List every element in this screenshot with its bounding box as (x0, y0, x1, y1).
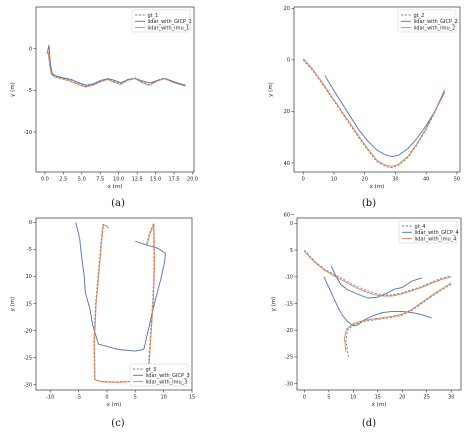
x-tick-label: 10 (160, 395, 166, 401)
caption-c: (c) (111, 418, 125, 429)
legend-label: lidar_with_GICP_1 (148, 19, 192, 25)
x-tick-label: 10.0 (113, 177, 124, 183)
x-tick-label: 20 (362, 177, 368, 183)
y-tick-label: -30 (285, 381, 293, 387)
legend-box (397, 9, 457, 33)
x-tick-label: 30 (448, 395, 454, 401)
legend-label: gt_2 (414, 13, 425, 19)
y-axis-label: y (m) (271, 297, 277, 312)
legend-label: lidar_with_imu_4 (415, 236, 457, 242)
legend-label: lidar_with_GICP_4 (415, 230, 459, 236)
plot-frame (293, 6, 461, 173)
series-lidar-with-imu-4b (344, 282, 452, 352)
series-lidar-with-imu-3 (93, 224, 156, 383)
x-tick-label: 25 (424, 395, 430, 401)
x-tick-label: 40 (423, 177, 429, 183)
x-tick-label: 5.0 (78, 177, 86, 183)
series-gt-1 (47, 48, 186, 87)
series-gt-3 (93, 223, 155, 383)
legend-label: gt_1 (148, 13, 159, 19)
series-gt-4b (345, 283, 452, 357)
y-tick-label: 0 (287, 58, 290, 64)
legend-label: gt_3 (146, 367, 157, 373)
y-tick-label: 0 (29, 46, 32, 52)
x-tick-label: 20.0 (187, 177, 198, 183)
y-tick-label: -20 (24, 328, 32, 334)
y-axis-label: y (m) (10, 82, 16, 97)
y-tick-label: -30 (24, 382, 32, 388)
x-axis-label: x (m) (107, 402, 122, 408)
x-tick-label: 20 (399, 395, 405, 401)
y-tick-label: 5 (290, 248, 293, 254)
caption-d: (d) (361, 418, 377, 429)
x-tick-label: 5 (327, 395, 330, 401)
y-tick-label: -10 (285, 275, 293, 281)
y-tick-label: 15 (26, 301, 32, 307)
caption-a: (a) (111, 198, 125, 209)
series-lidar-with-imu-2 (302, 58, 446, 167)
plot-frame (296, 217, 462, 391)
series-lidar-with-gicp-2 (324, 75, 446, 157)
x-axis-label: x (m) (108, 184, 123, 190)
x-tick-label: -5 (76, 395, 81, 401)
x-tick-label: 15 (189, 395, 195, 401)
y-tick-label: -15 (285, 301, 293, 307)
y-tick-label: -20 (285, 328, 293, 334)
legend-label: gt_4 (415, 224, 426, 230)
x-tick-label: 17.5 (168, 177, 179, 183)
y-axis-label: y (m) (268, 82, 274, 97)
caption-b: (b) (361, 198, 377, 209)
legend-box (398, 220, 458, 244)
x-tick-label: -10 (46, 395, 54, 401)
x-tick-label: 30 (392, 177, 398, 183)
series-lidar-with-imu-4 (304, 250, 452, 297)
series-gt-4 (304, 249, 452, 296)
y-tick-label: 10 (26, 274, 32, 280)
y-tick-label: 0 (29, 220, 32, 226)
x-tick-label: 0 (105, 395, 108, 401)
x-tick-label: 15 (375, 395, 381, 401)
y-tick-label: -25 (24, 355, 32, 361)
legend-box (131, 9, 191, 33)
x-axis-label: x (m) (372, 402, 387, 408)
x-tick-label: 0.0 (41, 177, 49, 183)
plot-frame (35, 6, 195, 173)
legend-label: lidar_with_GICP_3 (146, 373, 190, 379)
x-tick-label: 10 (350, 395, 356, 401)
y-tick-label: -10 (24, 130, 32, 136)
y-tick-label: -5 (27, 88, 32, 94)
x-tick-label: 7.5 (96, 177, 104, 183)
x-tick-label: 10 (331, 177, 337, 183)
series-gt-2 (302, 59, 446, 169)
legend-label: lidar_with_imu_1 (148, 25, 190, 31)
y-axis-label: y (m) (10, 297, 16, 312)
x-axis-label: x (m) (370, 184, 385, 190)
legend-box (129, 363, 189, 387)
x-tick-label: 0 (302, 177, 305, 183)
x-tick-label: 50 (454, 177, 460, 183)
series-lidar-with-gicp-4 (330, 265, 422, 299)
y-tick-label: 60 (284, 212, 290, 218)
y-tick-label: -25 (285, 355, 293, 361)
legend-label: lidar_with_imu_3 (146, 379, 188, 385)
series-lidar-with-gicp-3 (75, 222, 166, 352)
x-tick-label: 2.5 (59, 177, 67, 183)
x-tick-label: 0 (303, 395, 306, 401)
y-tick-label: 40 (284, 161, 290, 167)
series-lidar-with-imu-1 (47, 49, 186, 88)
x-tick-label: 12.5 (132, 177, 143, 183)
y-tick-label: 20 (284, 109, 290, 115)
y-tick-label: -5 (27, 247, 32, 253)
x-tick-label: 5 (134, 395, 137, 401)
x-tick-label: 15.0 (150, 177, 161, 183)
legend-label: lidar_with_imu_2 (414, 25, 456, 31)
plot-frame (35, 217, 193, 391)
y-tick-label: 0 (290, 221, 293, 227)
y-tick-label: 20 (284, 6, 290, 12)
legend-label: lidar_with_GICP_2 (414, 19, 458, 25)
